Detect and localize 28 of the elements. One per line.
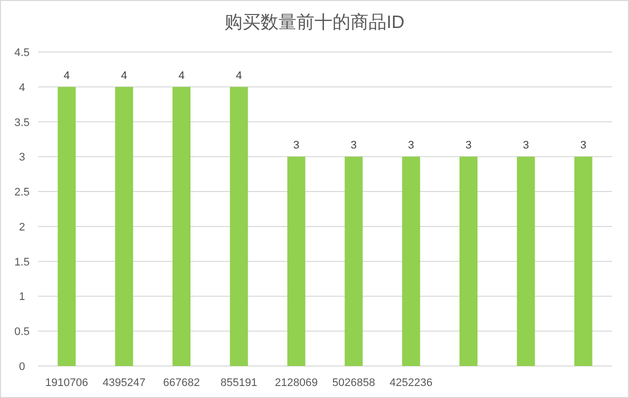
data-label: 3 [408,140,414,152]
chart-title: 购买数量前十的商品ID [224,12,404,32]
data-label: 3 [580,140,586,152]
data-label: 4 [236,70,242,82]
data-label: 3 [522,140,529,152]
y-tick-label: 1 [18,291,26,304]
data-label: 4 [121,70,128,82]
data-label: 3 [293,140,300,152]
x-tick-label: 2128069 [274,377,318,389]
data-label: 3 [465,140,472,152]
y-tick-label: 3.5 [14,116,30,129]
x-tick-label: 4395247 [102,377,146,389]
x-tick-label: 4252236 [390,377,433,389]
x-tick-label: 855191 [220,377,258,389]
y-tick-label: 3 [18,152,26,164]
y-tick-label: 1.5 [14,256,30,268]
data-label: 4 [178,70,185,82]
data-label: 4 [64,70,70,82]
y-tick-label: 2.5 [14,186,30,199]
y-tick-label: 4.5 [14,47,30,59]
y-tick-label: 2 [18,221,26,234]
x-tick-label: 667682 [163,377,200,389]
data-label: 3 [350,140,357,152]
x-tick-label: 5026858 [332,377,376,389]
x-tick-label: 1910706 [45,377,88,389]
y-tick-label: 4 [18,82,26,94]
y-tick-label: 0.5 [14,326,30,338]
y-tick-label: 0 [18,361,26,373]
